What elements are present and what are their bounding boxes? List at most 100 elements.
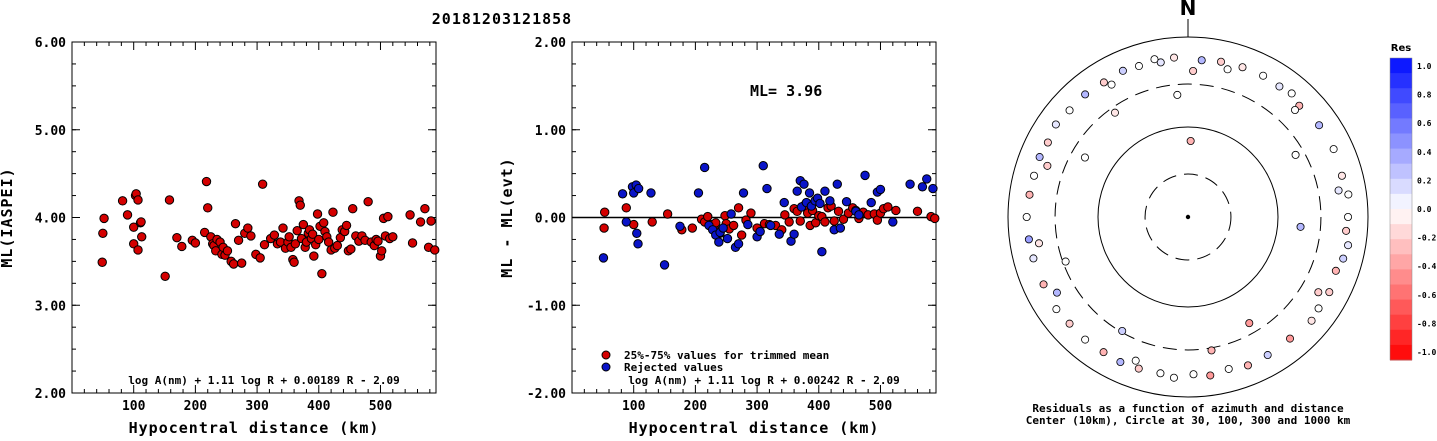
residual-point	[1081, 335, 1090, 344]
data-point	[160, 271, 170, 281]
data-point-rejected	[726, 209, 736, 219]
y-tick-label: 2.00	[535, 36, 566, 51]
x-tick-label: 100	[622, 399, 646, 414]
residual-point	[1238, 63, 1247, 72]
data-point-accepted	[733, 203, 744, 213]
colorbar-tick-label: 0.8	[1417, 91, 1432, 100]
data-point-rejected	[733, 239, 744, 249]
data-point-rejected	[633, 239, 643, 249]
circle-100km	[1097, 126, 1279, 308]
data-point-rejected	[854, 210, 864, 220]
residual-point	[1189, 66, 1198, 75]
residual-point	[1290, 106, 1299, 115]
data-point	[97, 257, 107, 267]
data-point-rejected	[675, 221, 685, 231]
data-point-rejected	[804, 188, 815, 198]
x-tick-label: 400	[307, 399, 331, 414]
colorbar-tick-label: -0.2	[1417, 234, 1436, 243]
residual-point	[1061, 257, 1070, 266]
data-point-accepted	[838, 214, 849, 224]
data-point	[420, 204, 430, 214]
polar-panel: N Residuals as a function of azimuth and …	[1007, 0, 1369, 427]
residual-point	[1291, 150, 1300, 159]
y-tick-label: 1.00	[535, 124, 566, 139]
data-point-accepted	[728, 220, 739, 231]
residual-point	[1339, 254, 1348, 263]
residual-point	[1263, 351, 1272, 360]
north-label: N	[1180, 0, 1197, 20]
data-point	[122, 210, 133, 220]
data-point-rejected	[817, 247, 827, 257]
circle-300km	[1054, 83, 1322, 351]
residual-point	[1039, 280, 1048, 289]
x-tick-label: 100	[122, 399, 146, 414]
residual-point	[1314, 288, 1323, 297]
data-point-rejected	[693, 188, 704, 198]
data-point	[201, 176, 212, 187]
y-axis-title: ML(IASPEI)	[0, 167, 16, 267]
data-point-rejected	[765, 220, 776, 231]
legend-red-marker	[601, 350, 611, 360]
residual-point	[1259, 71, 1268, 80]
data-point-rejected	[632, 228, 642, 238]
data-point-rejected	[799, 179, 809, 189]
data-point	[407, 238, 418, 248]
x-tick-label: 200	[184, 399, 208, 414]
data-point-rejected	[598, 253, 609, 263]
data-point-accepted	[687, 223, 698, 233]
y-tick-label: 0.00	[535, 212, 566, 227]
data-point	[136, 217, 146, 227]
data-point-accepted	[599, 207, 610, 217]
data-point	[98, 228, 108, 238]
data-point	[133, 245, 143, 255]
data-point-rejected	[888, 217, 898, 227]
residual-point	[1081, 90, 1090, 99]
data-point	[269, 230, 280, 240]
data-point-accepted	[780, 210, 790, 220]
data-point	[117, 196, 128, 206]
data-point-rejected	[866, 197, 876, 208]
data-point-rejected	[738, 188, 749, 198]
data-point-accepted	[784, 217, 794, 227]
legend-red-label: 25%-75% values for trimmed mean	[624, 349, 829, 362]
colorbar-segment	[1390, 344, 1412, 361]
colorbar-segment	[1390, 224, 1412, 240]
y-tick-label: -2.00	[527, 387, 566, 402]
data-point	[99, 213, 109, 224]
residual-point	[1052, 305, 1061, 314]
residual-point	[1150, 55, 1159, 64]
colorbar-segment	[1390, 269, 1412, 285]
data-point	[233, 235, 244, 246]
data-point-accepted	[703, 211, 713, 222]
residual-point	[1110, 108, 1119, 117]
residual-point	[1099, 78, 1108, 87]
formula-text: log A(nm) + 1.11 log R + 0.00242 R - 2.0…	[628, 374, 900, 387]
data-point-rejected	[646, 188, 656, 198]
residual-point	[1186, 136, 1195, 145]
residual-point	[1156, 369, 1165, 378]
data-point-rejected	[621, 217, 631, 227]
colorbar-segment	[1390, 314, 1412, 331]
colorbar-title: Res	[1391, 43, 1411, 54]
residual-point	[1314, 304, 1323, 313]
residual-point	[1131, 356, 1140, 365]
residual-point	[1216, 57, 1225, 66]
residual-point	[1034, 239, 1043, 248]
data-point	[430, 245, 440, 255]
colorbar-segment	[1390, 103, 1412, 119]
data-point-accepted	[736, 230, 747, 240]
center-dot	[1185, 214, 1191, 220]
data-point	[203, 203, 213, 213]
data-point	[243, 223, 253, 233]
residual-point	[1052, 288, 1061, 297]
residual-point	[1329, 145, 1338, 154]
data-point	[341, 220, 352, 231]
data-point	[295, 200, 305, 210]
residual-point	[1107, 80, 1116, 89]
data-point-accepted	[647, 217, 657, 227]
colorbar-segment	[1390, 193, 1412, 210]
residual-point	[1315, 121, 1324, 130]
colorbar-segment	[1390, 284, 1412, 301]
data-point-rejected	[633, 183, 644, 194]
data-point-accepted	[795, 216, 805, 226]
